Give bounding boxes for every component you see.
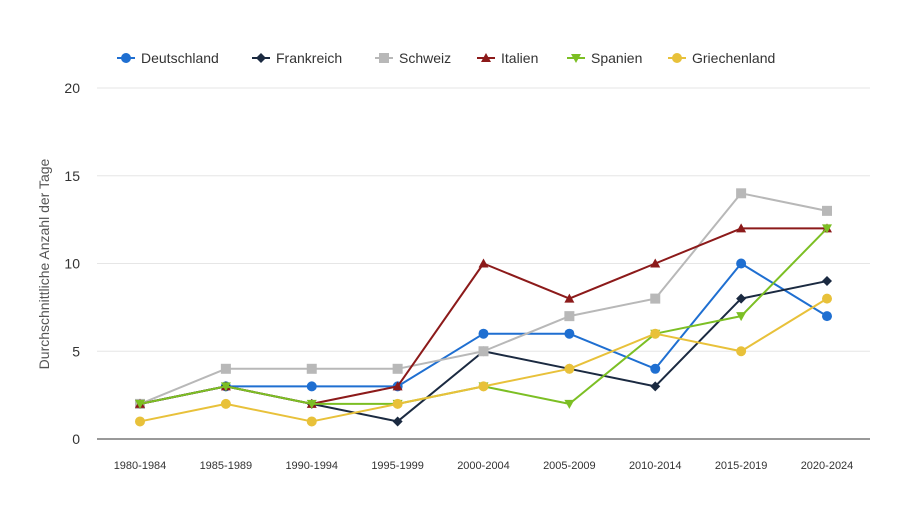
- legend-item[interactable]: Frankreich: [252, 50, 342, 66]
- data-point: [650, 381, 661, 392]
- data-point: [564, 311, 575, 322]
- data-point: [220, 398, 231, 409]
- data-point: [135, 416, 145, 427]
- legend-item[interactable]: Schweiz: [375, 50, 451, 66]
- legend-marker: [672, 53, 682, 63]
- x-tick-label: 2000-2004: [457, 460, 510, 472]
- x-tick-label: 1980-1984: [114, 460, 167, 472]
- legend-marker: [379, 53, 389, 63]
- y-axis-label: Durchschnittliche Anzahl der Tage: [36, 158, 52, 369]
- data-point: [650, 258, 661, 268]
- data-point: [564, 328, 575, 339]
- y-tick-label: 0: [72, 431, 80, 447]
- data-point: [650, 328, 661, 339]
- data-point: [736, 188, 747, 199]
- y-tick-label: 5: [72, 343, 80, 359]
- legend-label: Deutschland: [141, 50, 219, 66]
- legend-marker: [256, 53, 266, 63]
- data-point: [564, 293, 575, 303]
- data-point: [478, 328, 489, 339]
- series-group: [135, 188, 832, 427]
- x-axis-ticks: 1980-1984 1985-1989 1990-1994 1995-1999 2000…: [114, 460, 854, 472]
- y-tick-label: 10: [64, 256, 80, 272]
- data-point: [478, 381, 489, 392]
- data-point: [736, 223, 747, 233]
- series-line: [139, 192, 828, 405]
- x-tick-label: 2020-2024: [801, 460, 854, 472]
- data-point: [564, 399, 575, 409]
- data-point: [736, 258, 747, 269]
- data-point: [822, 311, 832, 322]
- legend-marker: [121, 53, 131, 63]
- grid-lines: [97, 87, 870, 352]
- legend-marker: [481, 53, 491, 62]
- y-tick-label: 20: [64, 80, 80, 96]
- data-point: [650, 363, 661, 374]
- data-point: [478, 346, 489, 357]
- data-point: [564, 363, 575, 374]
- data-point: [392, 363, 403, 374]
- series-spanien: [135, 224, 832, 409]
- data-point: [392, 416, 403, 427]
- x-tick-label: 2015-2019: [715, 460, 768, 472]
- legend-label: Italien: [501, 50, 538, 66]
- series-schweiz: [135, 188, 832, 409]
- legend-marker: [571, 54, 581, 63]
- data-point: [306, 399, 317, 409]
- data-point: [478, 258, 489, 268]
- data-point: [220, 363, 231, 374]
- legend-item[interactable]: Spanien: [567, 50, 642, 66]
- data-point: [306, 363, 317, 374]
- data-point: [822, 205, 832, 216]
- legend-label: Frankreich: [276, 50, 342, 66]
- data-point: [650, 293, 661, 304]
- data-point: [392, 381, 403, 391]
- x-tick-label: 2010-2014: [629, 460, 682, 472]
- data-point: [220, 382, 231, 392]
- legend-item[interactable]: Griechenland: [668, 50, 775, 66]
- data-point: [306, 381, 317, 392]
- legend-label: Griechenland: [692, 50, 775, 66]
- data-point: [306, 416, 317, 427]
- data-point: [736, 312, 747, 322]
- x-tick-label: 1995-1999: [371, 460, 424, 472]
- legend-item[interactable]: Italien: [477, 50, 538, 66]
- data-point: [392, 398, 403, 409]
- series-italien: [135, 223, 832, 408]
- legend: Deutschland Frankreich Schweiz Italien Spani…: [117, 50, 775, 66]
- legend-item[interactable]: Deutschland: [117, 50, 219, 66]
- data-point: [135, 399, 145, 409]
- legend-label: Spanien: [591, 50, 642, 66]
- data-point: [822, 276, 832, 287]
- x-tick-label: 1985-1989: [200, 460, 253, 472]
- data-point: [822, 293, 832, 304]
- y-tick-label: 15: [64, 168, 80, 184]
- data-point: [822, 224, 832, 234]
- data-point: [736, 346, 747, 357]
- x-tick-label: 1990-1994: [285, 460, 338, 472]
- data-point: [736, 293, 747, 304]
- x-tick-label: 2005-2009: [543, 460, 596, 472]
- legend-label: Schweiz: [399, 50, 451, 66]
- series-griechenland: [135, 293, 832, 427]
- y-axis-ticks: 0 5 10 15 20: [64, 80, 80, 447]
